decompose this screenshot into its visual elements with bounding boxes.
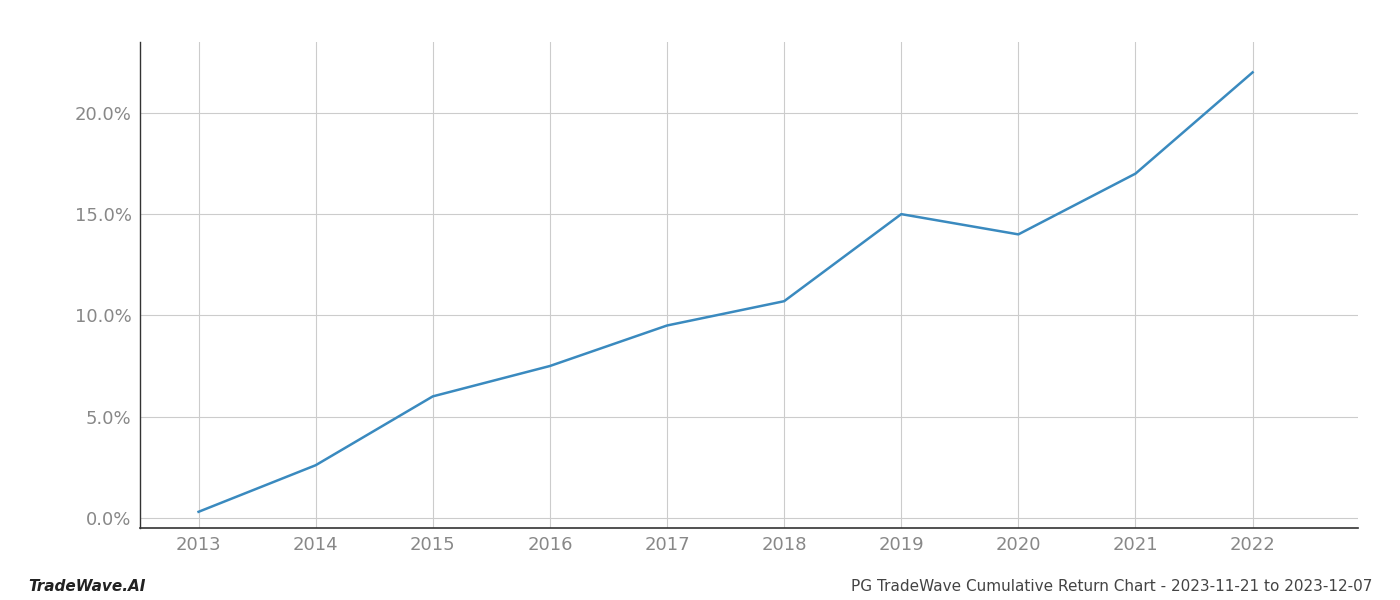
Text: PG TradeWave Cumulative Return Chart - 2023-11-21 to 2023-12-07: PG TradeWave Cumulative Return Chart - 2…: [851, 579, 1372, 594]
Text: TradeWave.AI: TradeWave.AI: [28, 579, 146, 594]
